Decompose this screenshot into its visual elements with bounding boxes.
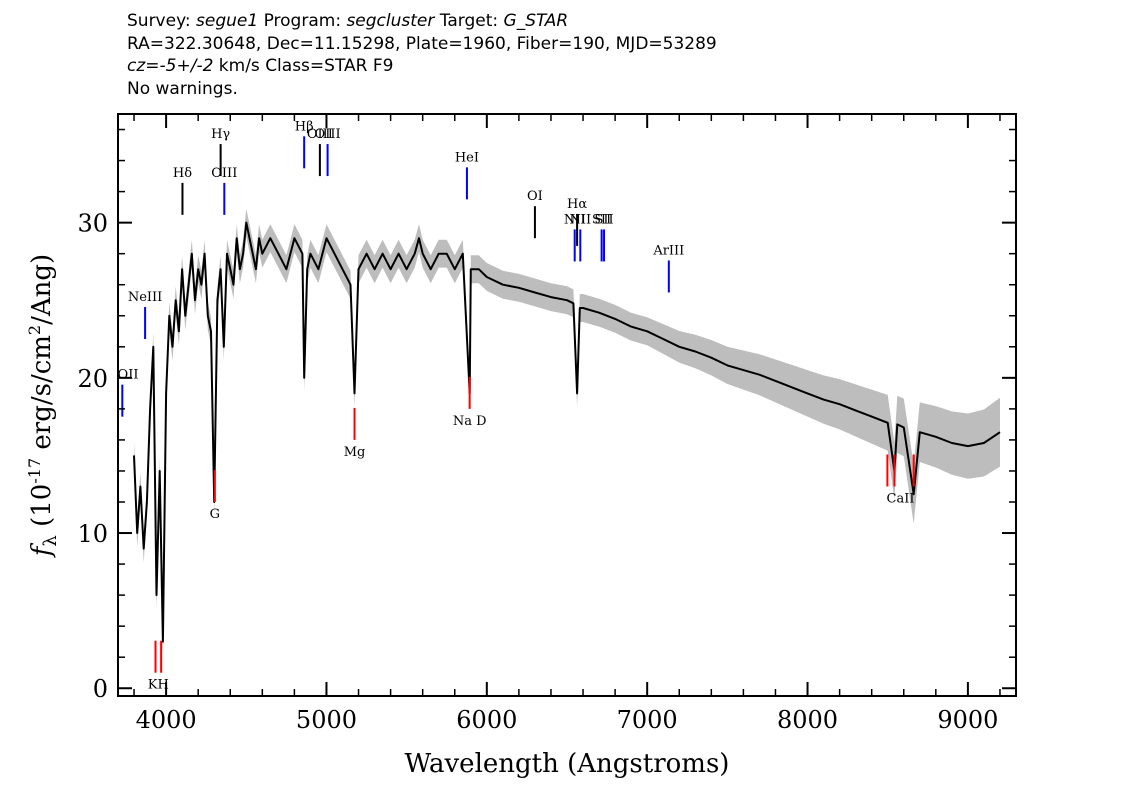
- survey-label: Survey:: [127, 11, 197, 31]
- axis-ticks: 4000 5000 6000 7000 8000 9000 0 10 20 30: [77, 114, 1016, 734]
- x-tick-label: 4000: [136, 706, 197, 734]
- plot-frame: [117, 113, 1017, 697]
- emission-line-label: OI: [527, 189, 543, 204]
- emission-line-label: NII: [564, 212, 586, 227]
- target-value: G_STAR: [503, 11, 569, 31]
- emission-line-label: OII: [118, 368, 139, 383]
- y-tick-label: 10: [77, 520, 108, 548]
- flux-line: [133, 221, 1001, 643]
- x-tick-label: 8000: [777, 706, 838, 734]
- header-line-warnings: No warnings.: [127, 78, 238, 99]
- emission-line-label: SII: [594, 212, 613, 227]
- x-tick-label: 7000: [617, 706, 678, 734]
- emission-line-label: Hγ: [211, 127, 230, 142]
- class-text: km/s Class=STAR F9: [213, 56, 394, 76]
- y-tick-label: 0: [93, 675, 108, 703]
- error-band: [134, 208, 1000, 656]
- emission-line-label: Hδ: [173, 166, 192, 181]
- emission-line-label: Hβ: [295, 119, 314, 134]
- header-line-redshift: cz=-5+/-2 km/s Class=STAR F9: [127, 55, 717, 78]
- x-axis-title: Wavelength (Angstroms): [405, 749, 730, 779]
- absorption-line-label: CaII: [887, 491, 915, 506]
- cz-label: cz=: [127, 56, 160, 76]
- emission-line-label: OIII: [307, 127, 333, 142]
- y-title-exp2: 2: [25, 325, 44, 335]
- target-label: Target:: [434, 11, 504, 31]
- emission-line-label: Hα: [567, 197, 587, 212]
- absorption-line-label: G: [210, 507, 220, 522]
- absorption-line-label: KH: [148, 678, 169, 693]
- cz-value: -5+/-2: [159, 56, 214, 76]
- emission-line-label: NeIII: [128, 290, 162, 305]
- emission-line-label: OIII: [211, 166, 237, 181]
- flux-series: [133, 221, 1001, 643]
- x-tick-label: 9000: [937, 706, 998, 734]
- absorption-line-label: Na D: [453, 414, 487, 429]
- y-tick-label: 30: [77, 210, 108, 238]
- flux-error-band: [134, 208, 1000, 656]
- emission-line-label: OIII: [315, 127, 341, 142]
- header-line-coordinates: RA=322.30648, Dec=11.15298, Plate=1960, …: [127, 33, 717, 54]
- survey-value: segue1: [196, 11, 259, 31]
- y-title-sub: λ: [40, 535, 61, 546]
- y-title-mid: (10: [27, 484, 57, 536]
- program-label: Program:: [258, 11, 347, 31]
- y-axis-title: fλ (10-17 erg/s/cm2/Ang): [25, 254, 61, 558]
- emission-line-label: NII: [569, 212, 591, 227]
- y-title-exp: -17: [25, 458, 44, 484]
- absorption-line-label: Mg: [344, 445, 366, 460]
- spectrum-header: Survey: segue1 Program: segcluster Targe…: [127, 10, 717, 100]
- program-value: segcluster: [346, 11, 435, 31]
- y-tick-label: 20: [77, 365, 108, 393]
- emission-line-label: HeI: [455, 150, 479, 165]
- x-tick-label: 6000: [456, 706, 517, 734]
- emission-line-label: SII: [592, 212, 611, 227]
- y-title-rest: erg/s/cm: [27, 335, 57, 458]
- emission-line-label: ArIII: [652, 243, 684, 258]
- y-title-end: /Ang): [27, 254, 57, 325]
- header-line-survey: Survey: segue1 Program: segcluster Targe…: [127, 10, 717, 33]
- x-tick-label: 5000: [296, 706, 357, 734]
